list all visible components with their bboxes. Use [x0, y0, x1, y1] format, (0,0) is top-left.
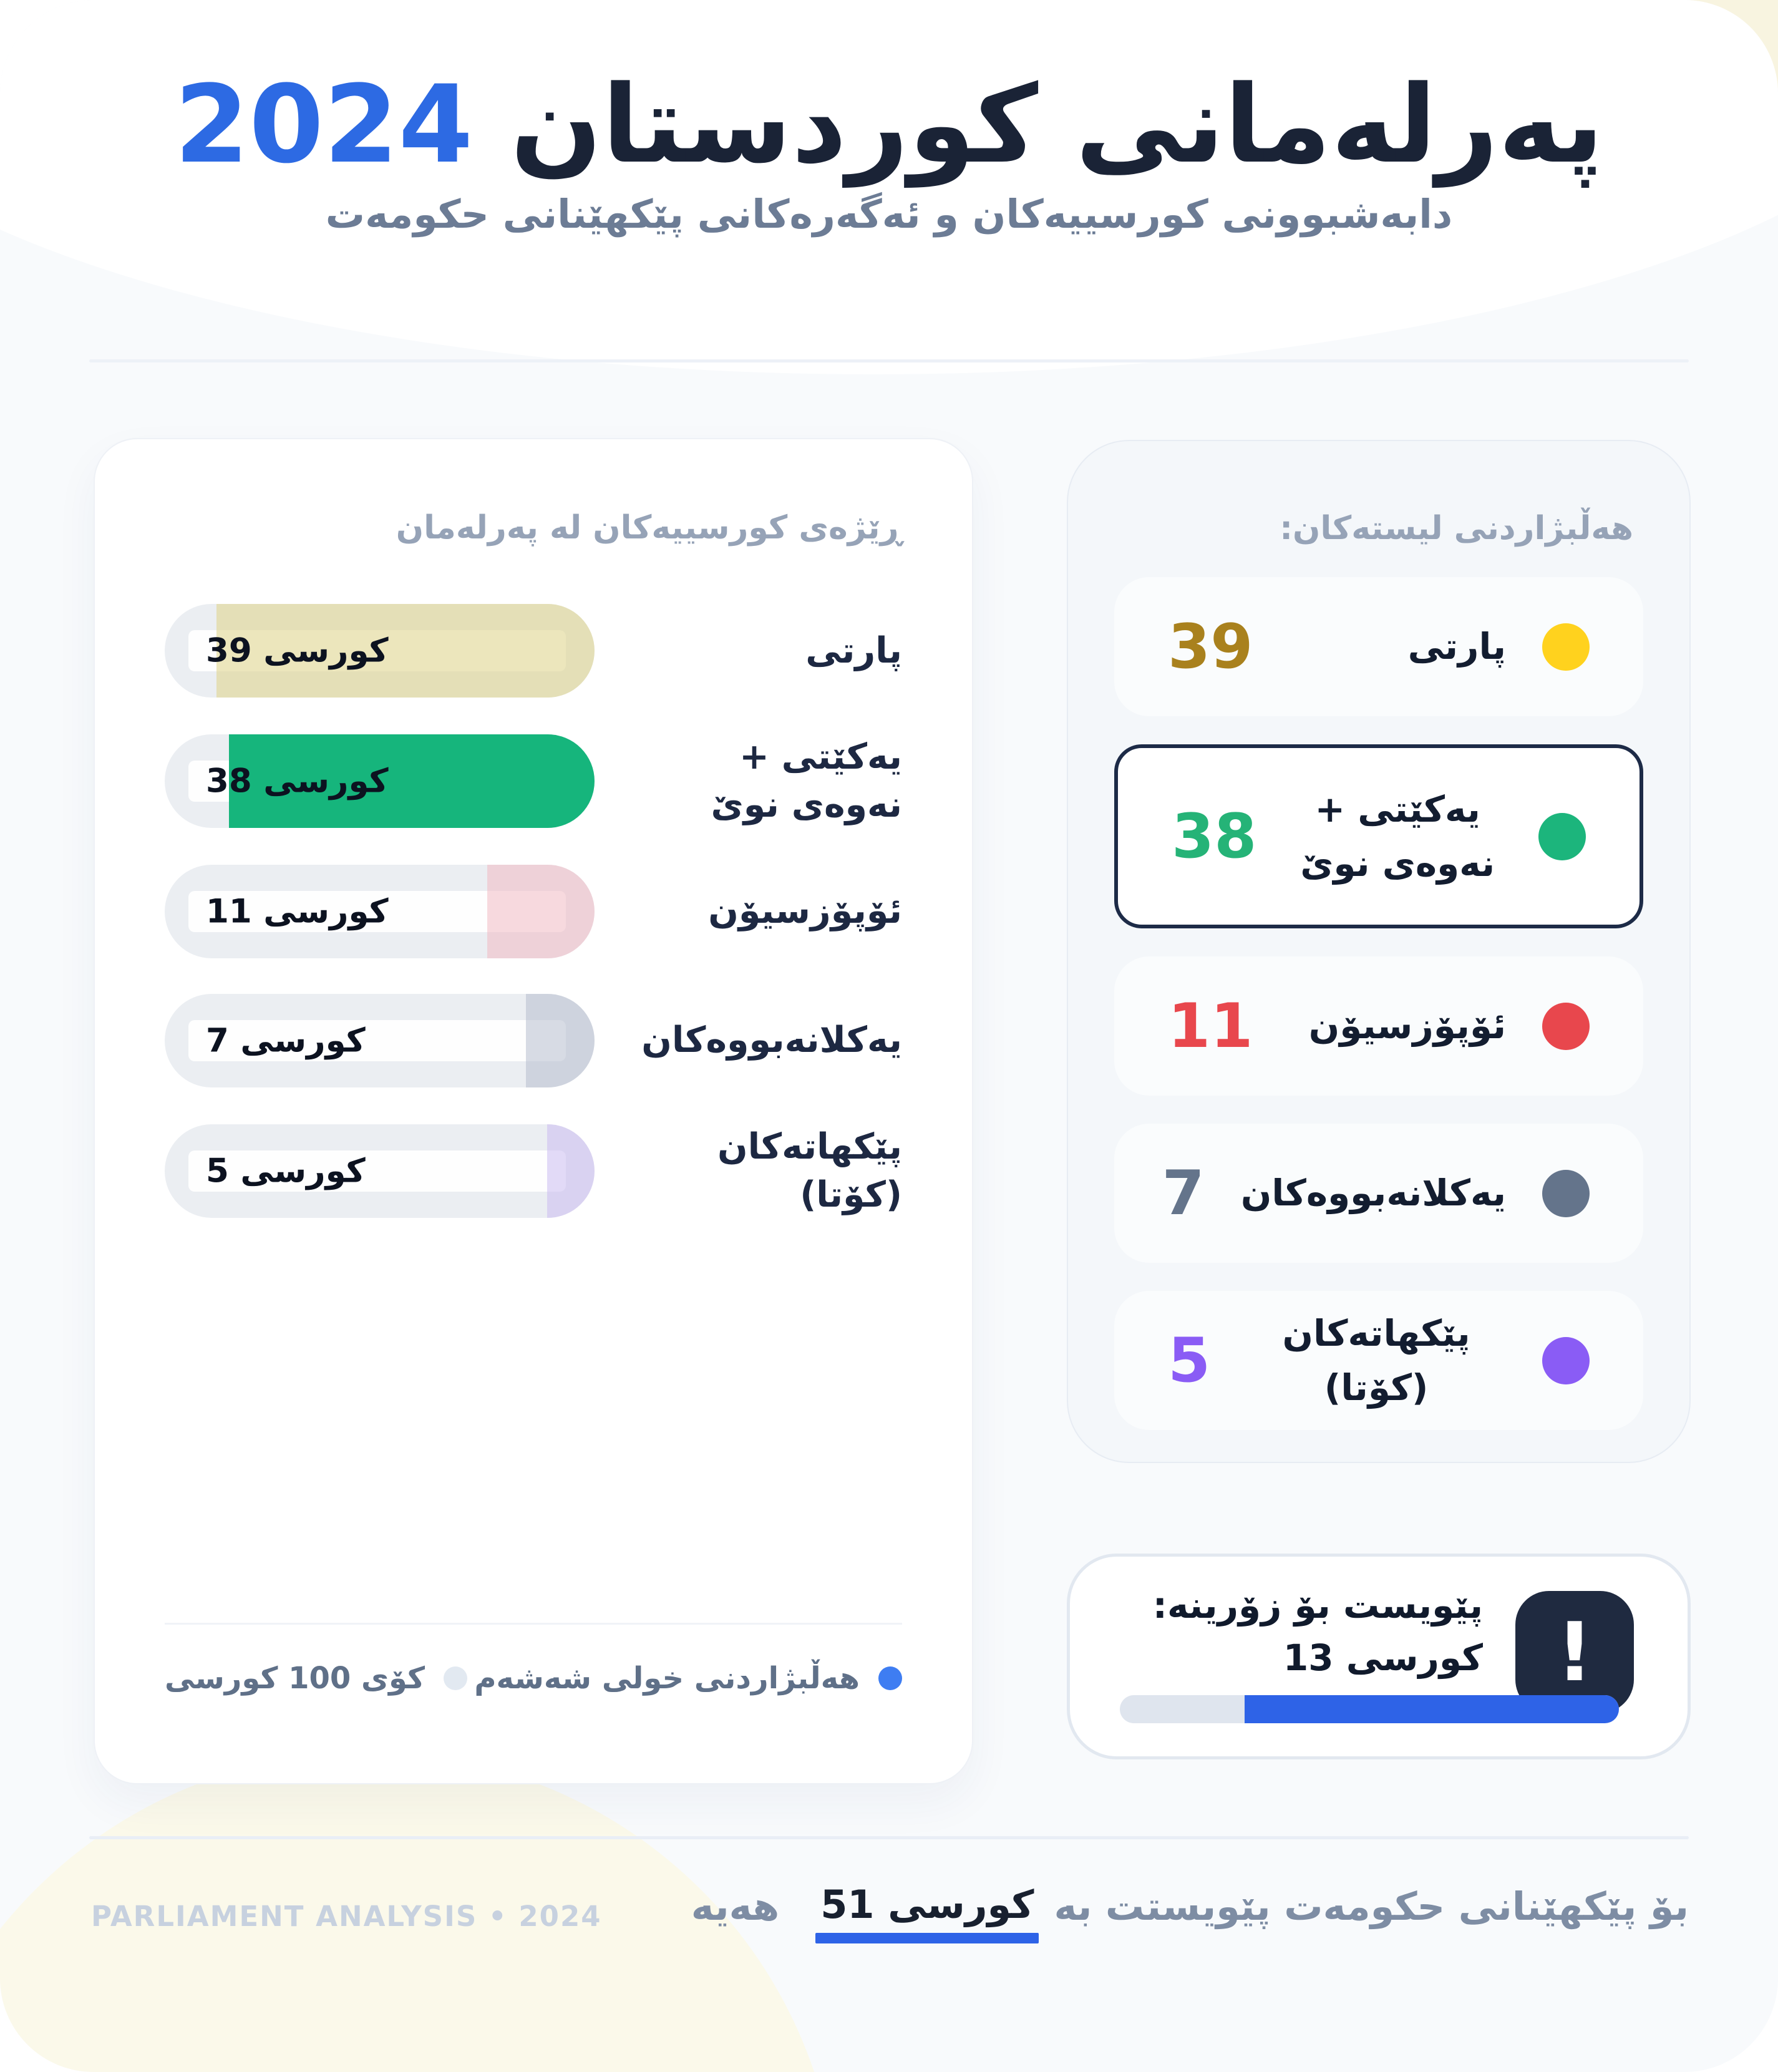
party-row-components: پێکهاتەکان (کۆتا) 5 — [1114, 1291, 1643, 1430]
party-list-items: پارتی 39 یەکێتی + نەوەی نوێ 38 ئۆپۆزسیۆن… — [1114, 577, 1643, 1430]
bar-highlight-strip — [188, 1019, 566, 1061]
bar-track: 7 کورسی — [165, 993, 595, 1087]
chart-title: ڕێژەی کورسییەکان لە پەرلەمان — [396, 509, 902, 547]
bar-fill-yekiti — [229, 734, 595, 828]
bar-value: 39 کورسی — [206, 631, 389, 670]
bar-fill-parti — [216, 604, 595, 698]
page-subtitle: دابەشبوونی کورسییەکان و ئەگەرەکانی پێکهێ… — [325, 191, 1453, 237]
bar-label: یەکێتی + نەوەی نوێ — [711, 736, 902, 825]
bar-track: 38 کورسی — [165, 734, 595, 828]
red-party-dot-icon — [1542, 1002, 1590, 1050]
bar-label: پێکهاتەکان (کۆتا) — [717, 1126, 902, 1215]
party-label: پێکهاتەکان (کۆتا) — [1282, 1311, 1470, 1409]
note-highlight-51-seats: 51 کورسی — [815, 1882, 1039, 1943]
legend-item-series: هەڵبژاردنی خولی شەشەم — [474, 1661, 902, 1696]
bar-highlight-strip — [188, 1150, 566, 1192]
footer-brand: PARLIAMENT ANALYSIS • 2024 — [91, 1900, 602, 1933]
page-title: پەرلەمانی کوردستان 2024 — [0, 50, 1778, 200]
party-row-opposition: ئۆپۆزسیۆن 11 — [1114, 956, 1643, 1096]
header-divider — [89, 359, 1689, 362]
blue-legend-dot-icon — [878, 1666, 902, 1690]
bar-row-opposition: ئۆپۆزسیۆن 11 کورسی — [165, 864, 902, 958]
majority-line2: 13 کورسی — [1283, 1637, 1483, 1680]
bar-track: 11 کورسی — [165, 864, 595, 958]
bar-value: 38 کورسی — [206, 762, 389, 800]
bar-row-components: پێکهاتەکان (کۆتا) 5 کورسی — [165, 1123, 902, 1219]
party-seat-count: 5 — [1168, 1325, 1211, 1396]
exclamation-icon: ! — [1515, 1591, 1634, 1713]
party-list-title: هەڵبژاردنی لیستەکان: — [1280, 510, 1633, 547]
party-seat-count: 11 — [1168, 990, 1253, 1062]
party-label: ئۆپۆزسیۆن — [1308, 1004, 1506, 1047]
chart-legend: هەڵبژاردنی خولی شەشەم کۆی 100 کورسی — [165, 1661, 902, 1696]
party-label: یەکلانەبووەکان — [1240, 1172, 1506, 1214]
yellow-party-dot-icon — [1542, 623, 1590, 671]
seat-bars: پارتی 39 کورسی یەکێتی + نەوەی نوێ 38 ک — [165, 604, 902, 1219]
party-row-parti: پارتی 39 — [1114, 577, 1643, 716]
majority-line1: پێویست بۆ زۆرینە: — [1152, 1584, 1483, 1627]
footer-note: بۆ پێکهێنانی حکومەت پێویستت بە 51 کورسی … — [691, 1882, 1689, 1943]
bar-row-yekiti: یەکێتی + نەوەی نوێ 38 کورسی — [165, 733, 902, 829]
party-label: یەکێتی + نەوەی نوێ — [1300, 787, 1495, 885]
party-row-yekiti-highlighted: یەکێتی + نەوەی نوێ 38 — [1114, 744, 1643, 928]
bar-fill-components — [547, 1124, 595, 1218]
chart-spacer — [165, 1219, 902, 1623]
title-year: 2024 — [174, 62, 474, 187]
seat-chart-card: ڕێژەی کورسییەکان لە پەرلەمان پارتی 39 کو… — [94, 438, 973, 1784]
bar-value: 11 کورسی — [206, 892, 389, 931]
page-header: پەرلەمانی کوردستان 2024 دابەشبوونی کورسی… — [0, 0, 1778, 237]
purple-party-dot-icon — [1542, 1336, 1590, 1384]
bar-value: 7 کورسی — [206, 1021, 366, 1060]
bar-track: 39 کورسی — [165, 604, 595, 698]
legend-series-label: هەڵبژاردنی خولی شەشەم — [474, 1661, 860, 1696]
party-label: پارتی — [1407, 625, 1506, 668]
party-seat-count: 38 — [1172, 800, 1257, 872]
legend-total-label: کۆی 100 کورسی — [165, 1661, 425, 1696]
bar-fill-opposition — [487, 864, 595, 958]
note-prefix: بۆ پێکهێنانی حکومەت پێویستت بە — [1054, 1884, 1689, 1929]
party-list-card: هەڵبژاردنی لیستەکان: پارتی 39 یەکێتی + ن… — [1067, 440, 1691, 1463]
title-text: پەرلەمانی کوردستان — [510, 62, 1604, 187]
legend-divider — [165, 1623, 902, 1625]
majority-progress-track — [1120, 1695, 1619, 1723]
majority-alert-card: ! پێویست بۆ زۆرینە: 13 کورسی — [1067, 1554, 1691, 1759]
bar-value: 5 کورسی — [206, 1152, 366, 1190]
party-row-undecided: یەکلانەبووەکان 7 — [1114, 1124, 1643, 1263]
party-seat-count: 7 — [1162, 1157, 1205, 1229]
gray-legend-dot-icon — [444, 1666, 468, 1690]
header-glow-shape — [0, 0, 1778, 374]
majority-progress-fill — [1245, 1695, 1619, 1723]
bar-label: یەکلانەبووەکان — [641, 1019, 902, 1061]
note-suffix: هەیە — [691, 1884, 780, 1929]
bar-row-undecided: یەکلانەبووەکان 7 کورسی — [165, 993, 902, 1087]
green-party-dot-icon — [1538, 812, 1586, 860]
footer-divider — [89, 1836, 1689, 1839]
bar-label: پارتی — [805, 630, 902, 671]
bar-label: ئۆپۆزسیۆن — [708, 890, 902, 932]
bar-row-parti: پارتی 39 کورسی — [165, 604, 902, 698]
bar-track: 5 کورسی — [165, 1124, 595, 1218]
bar-fill-undecided — [525, 993, 595, 1087]
slate-party-dot-icon — [1542, 1169, 1590, 1217]
majority-text: پێویست بۆ زۆرینە: 13 کورسی — [1151, 1579, 1483, 1684]
party-seat-count: 39 — [1168, 611, 1253, 683]
legend-item-total: کۆی 100 کورسی — [165, 1661, 468, 1696]
